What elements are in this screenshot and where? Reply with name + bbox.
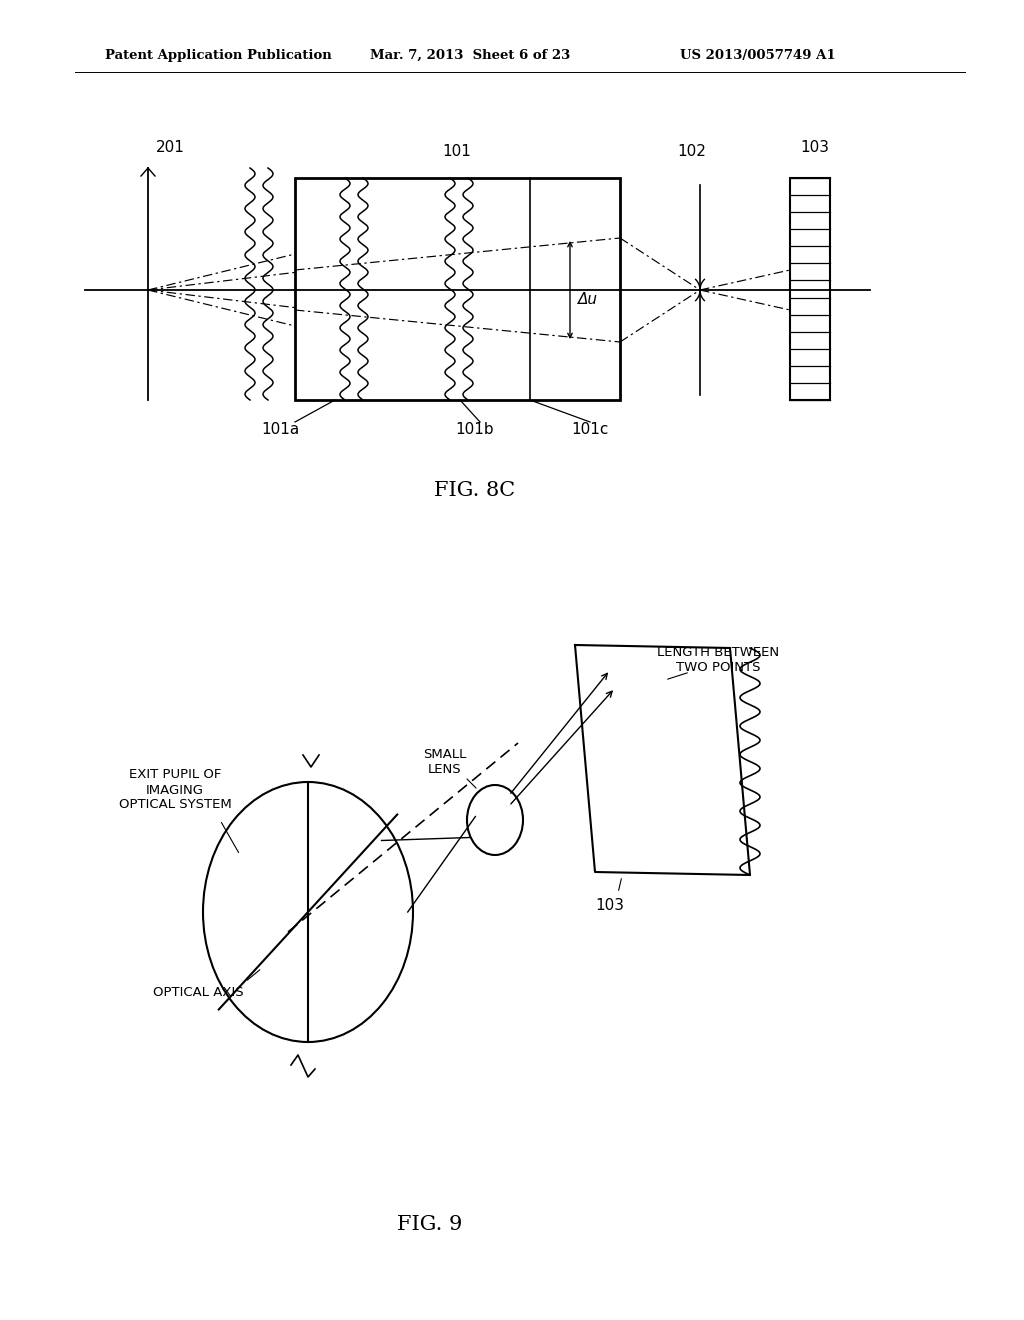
Text: 101b: 101b [456,422,495,437]
Text: LENGTH BETWEEN
TWO POINTS: LENGTH BETWEEN TWO POINTS [657,645,779,675]
Text: 103: 103 [596,898,625,912]
Text: 102: 102 [678,144,707,160]
Text: 201: 201 [156,140,185,156]
Text: EXIT PUPIL OF
IMAGING
OPTICAL SYSTEM: EXIT PUPIL OF IMAGING OPTICAL SYSTEM [119,768,231,812]
Bar [790,178,830,400]
Bar [295,178,620,400]
Text: SMALL
LENS: SMALL LENS [423,748,467,776]
Text: Δu: Δu [578,293,598,308]
Text: 103: 103 [801,140,829,156]
Text: Mar. 7, 2013  Sheet 6 of 23: Mar. 7, 2013 Sheet 6 of 23 [370,49,570,62]
Text: FIG. 8C: FIG. 8C [434,480,515,499]
Text: 101a: 101a [261,422,299,437]
Text: FIG. 9: FIG. 9 [397,1216,463,1234]
Text: 101: 101 [442,144,471,160]
Text: 101c: 101c [571,422,608,437]
Text: OPTICAL AXIS: OPTICAL AXIS [153,986,244,998]
Text: Patent Application Publication: Patent Application Publication [105,49,332,62]
Text: US 2013/0057749 A1: US 2013/0057749 A1 [680,49,836,62]
